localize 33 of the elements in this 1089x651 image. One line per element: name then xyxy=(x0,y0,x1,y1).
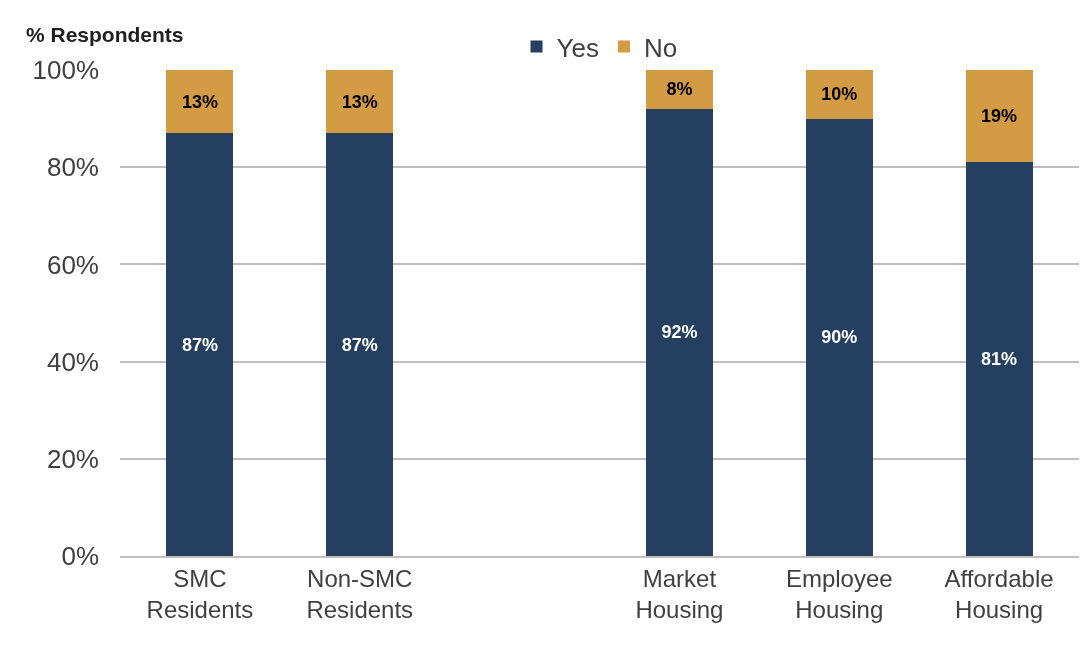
data-label: 90% xyxy=(821,327,858,348)
y-tick-label: 80% xyxy=(46,152,99,183)
bar xyxy=(166,133,234,556)
data-label: 81% xyxy=(981,349,1018,370)
y-axis-title: % Respondents xyxy=(26,23,184,46)
bar xyxy=(645,108,713,556)
x-tick-label: Market Housing xyxy=(635,564,724,623)
x-tick-label: SMC Residents xyxy=(146,564,254,623)
data-label: 13% xyxy=(341,91,378,112)
bar xyxy=(326,133,394,556)
data-label: 87% xyxy=(341,334,378,355)
y-tick-label: 100% xyxy=(32,55,99,86)
x-tick-label: Employee Housing xyxy=(785,564,893,623)
bar xyxy=(965,70,1033,163)
data-label: 87% xyxy=(181,334,218,355)
bar xyxy=(166,70,234,134)
data-label: 10% xyxy=(821,84,858,105)
legend-label: No xyxy=(643,32,678,63)
y-tick-label: 60% xyxy=(46,249,99,280)
bar xyxy=(805,70,873,119)
data-label: 13% xyxy=(181,91,218,112)
x-tick-label: Affordable Housing xyxy=(944,564,1054,623)
data-label: 8% xyxy=(666,79,693,100)
data-label: 92% xyxy=(661,322,698,343)
data-label: 19% xyxy=(981,106,1018,127)
y-tick-label: 40% xyxy=(46,346,99,377)
y-tick-label: 20% xyxy=(46,443,99,474)
bar xyxy=(805,118,873,556)
legend-label: Yes xyxy=(556,32,599,63)
bar xyxy=(326,70,394,134)
bar xyxy=(965,162,1033,556)
y-tick-label: 0% xyxy=(61,541,99,572)
x-tick-label: Non-SMC Residents xyxy=(306,564,414,623)
